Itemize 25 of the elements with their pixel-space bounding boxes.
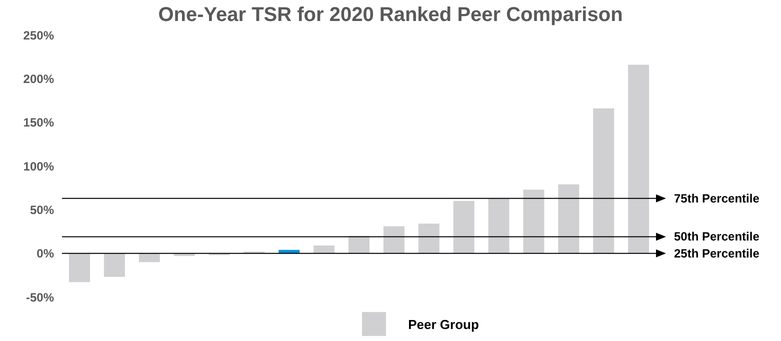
ref-line-label: 75th Percentile	[674, 191, 760, 206]
ref-line-label: 50th Percentile	[674, 230, 760, 244]
bar	[488, 198, 510, 254]
bar	[383, 226, 404, 254]
y-tick-label: 100%	[23, 159, 54, 174]
y-tick-label: 50%	[30, 202, 54, 217]
y-tick-label: 150%	[23, 116, 54, 130]
y-tick-label: 0%	[36, 246, 54, 261]
y-tick-label: -50%	[26, 290, 54, 304]
bar	[558, 184, 580, 254]
chart-title: One-Year TSR for 2020 Ranked Peer Comparison	[157, 3, 624, 28]
bar	[628, 64, 650, 254]
bar	[314, 245, 335, 254]
bar	[104, 253, 125, 277]
legend-label: Peer Group	[408, 316, 479, 332]
bar	[418, 224, 440, 254]
bar	[68, 253, 90, 282]
bar	[138, 253, 160, 262]
ref-line-label: 25th Percentile	[674, 246, 760, 260]
bar	[593, 108, 614, 254]
y-tick-label: 200%	[23, 72, 54, 86]
bar	[523, 190, 544, 254]
y-tick-label: 250%	[23, 28, 54, 42]
bar	[453, 200, 474, 254]
bar	[348, 236, 370, 254]
